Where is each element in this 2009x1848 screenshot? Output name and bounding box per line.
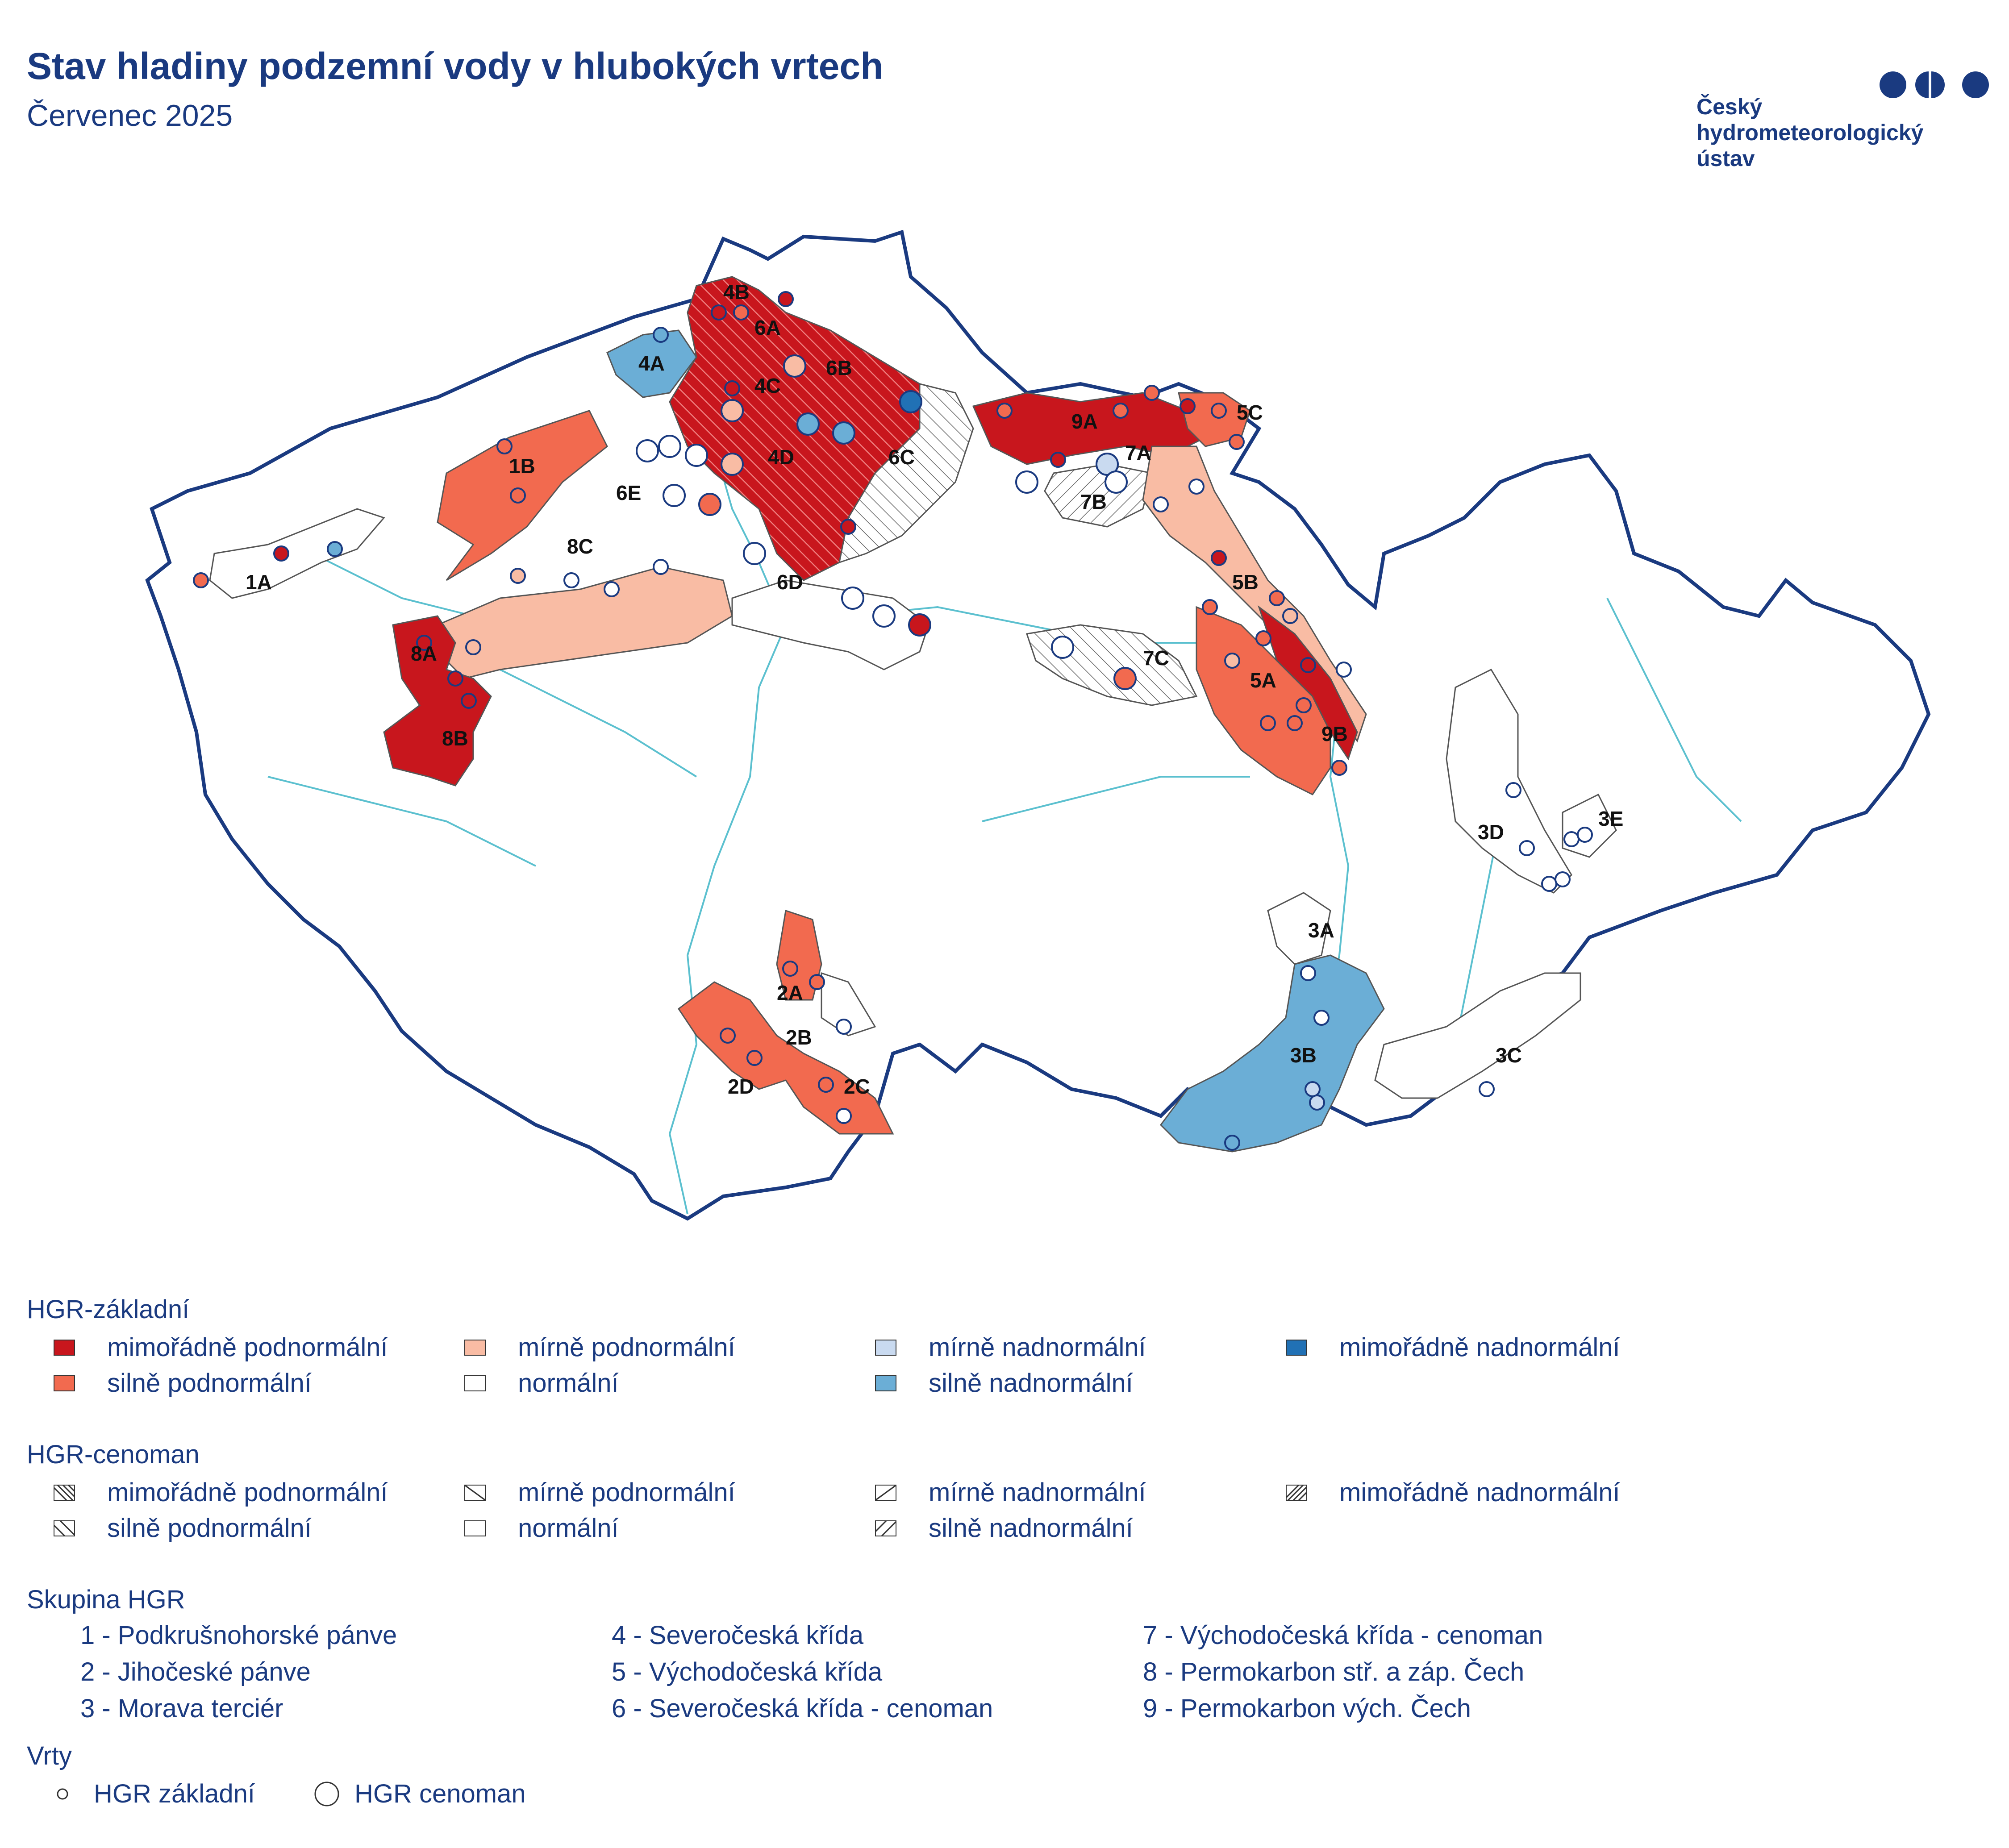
hatch-swatch-icon [54,1484,75,1501]
group-item: 7 - Východočeská křída - cenoman [1143,1621,1543,1650]
region-label: 9B [1321,722,1348,745]
legend-skupina-title: Skupina HGR [27,1585,185,1614]
region-label: 2A [777,981,803,1004]
legend-item: silně nadnormální [875,1368,1133,1398]
legend-vrty-title: Vrty [27,1741,72,1770]
region-label: 5A [1250,669,1276,692]
map-title: Stav hladiny podzemní vody v hlubokých v… [27,45,884,87]
large-circle-icon [314,1781,339,1806]
region-label: 3D [1478,820,1504,844]
region-label: 4A [638,352,665,375]
region-label: 9A [1071,410,1098,433]
group-item: 4 - Severočeská křída [612,1621,864,1650]
group-item: 5 - Východočeská křída [612,1657,883,1686]
group-item: 9 - Permokarbon vých. Čech [1143,1694,1471,1723]
region-label: 2C [844,1075,870,1098]
region-label: 1B [509,454,535,478]
logo-text: Český hydrometeorologický ústav [1696,94,1923,171]
region-label: 4B [723,280,750,304]
hatch-swatch-icon [54,1520,75,1536]
region-label: 3A [1308,919,1334,942]
legend-item: silně podnormální [54,1368,312,1398]
country-border [145,229,1931,1221]
legend: HGR-základní mimořádně podnormální mírně… [0,1277,2009,1848]
region-label: 5B [1232,570,1259,594]
group-item: 6 - Severočeská křída - cenoman [612,1694,993,1723]
legend-item: normální [464,1513,619,1543]
region-label: 8A [411,642,437,665]
region-label: 6C [888,445,915,469]
hatch-swatch-icon [875,1484,896,1501]
region-label: 8C [567,535,593,558]
region-label: 7C [1143,646,1169,670]
legend-item: mírně podnormální [464,1478,735,1507]
legend-item: mimořádně nadnormální [1286,1332,1620,1362]
legend-vrt-item: HGR cenoman [313,1779,526,1809]
legend-item: mírně nadnormální [875,1478,1146,1507]
legend-item: mimořádně podnormální [54,1478,388,1507]
region-label: 5C [1237,401,1263,424]
legend-item: mírně podnormální [464,1332,735,1362]
region-label: 6A [754,316,781,339]
legend-vrt-item: HGR základní [54,1779,255,1809]
group-item: 1 - Podkrušnohorské pánve [80,1621,397,1650]
group-item: 2 - Jihočeské pánve [80,1657,311,1686]
hatch-swatch-icon [464,1484,486,1501]
logo-dots-icon [1880,71,1989,98]
region-label: 2D [728,1075,754,1098]
region-label: 3C [1496,1044,1522,1067]
hatch-swatch-icon [1286,1484,1307,1501]
legend-item: silně nadnormální [875,1513,1133,1543]
region-label: 6B [826,356,852,379]
small-circle-icon [57,1788,68,1799]
region-label: 8B [442,727,468,750]
legend-item: mimořádně nadnormální [1286,1478,1620,1507]
legend-item: silně podnormální [54,1513,312,1543]
region-label: 7B [1080,490,1107,513]
logo-line-1: Český [1696,94,1763,119]
region-label: 3B [1290,1044,1317,1067]
region-label: 4C [754,374,781,397]
region-label: 6E [616,481,641,504]
legend-item: mimořádně podnormální [54,1332,388,1362]
map-subtitle: Červenec 2025 [27,99,233,133]
legend-item: normální [464,1368,619,1398]
group-item: 8 - Permokarbon stř. a záp. Čech [1143,1657,1525,1686]
chmu-logo: Český hydrometeorologický ústav [1696,62,1991,179]
region-label: 6D [777,570,803,594]
hatch-swatch-icon [875,1520,896,1536]
group-item: 3 - Morava terciér [80,1694,283,1723]
region-labels: 1A 1B 2A 2B 2C 2D 3A 3B 3C 3D 3E 4A 4B 4… [246,280,1623,1098]
hatch-swatch-icon [464,1520,486,1536]
region-label: 4D [768,445,794,469]
boreholes [193,291,1593,1151]
region-label: 1A [246,570,272,594]
logo-line-2: hydrometeorologický [1696,120,1924,145]
legend-item: mírně nadnormální [875,1332,1146,1362]
region-label: 2B [786,1026,812,1049]
logo-line-3: ústav [1696,146,1755,171]
czech-map: 1A 1B 2A 2B 2C 2D 3A 3B 3C 3D 3E 4A 4B 4… [145,229,1931,1221]
legend-cenoman-title: HGR-cenoman [27,1440,200,1469]
region-label: 7A [1125,441,1151,464]
region-label: 3E [1598,807,1623,830]
legend-zakladni-title: HGR-základní [27,1295,190,1324]
